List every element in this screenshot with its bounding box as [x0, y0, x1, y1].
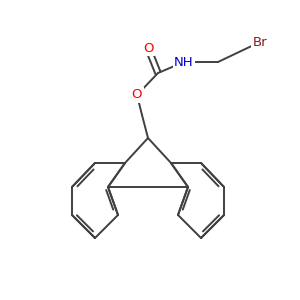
Text: NH: NH	[174, 56, 194, 68]
Text: O: O	[132, 88, 142, 101]
Text: O: O	[143, 41, 153, 55]
Text: Br: Br	[253, 35, 267, 49]
